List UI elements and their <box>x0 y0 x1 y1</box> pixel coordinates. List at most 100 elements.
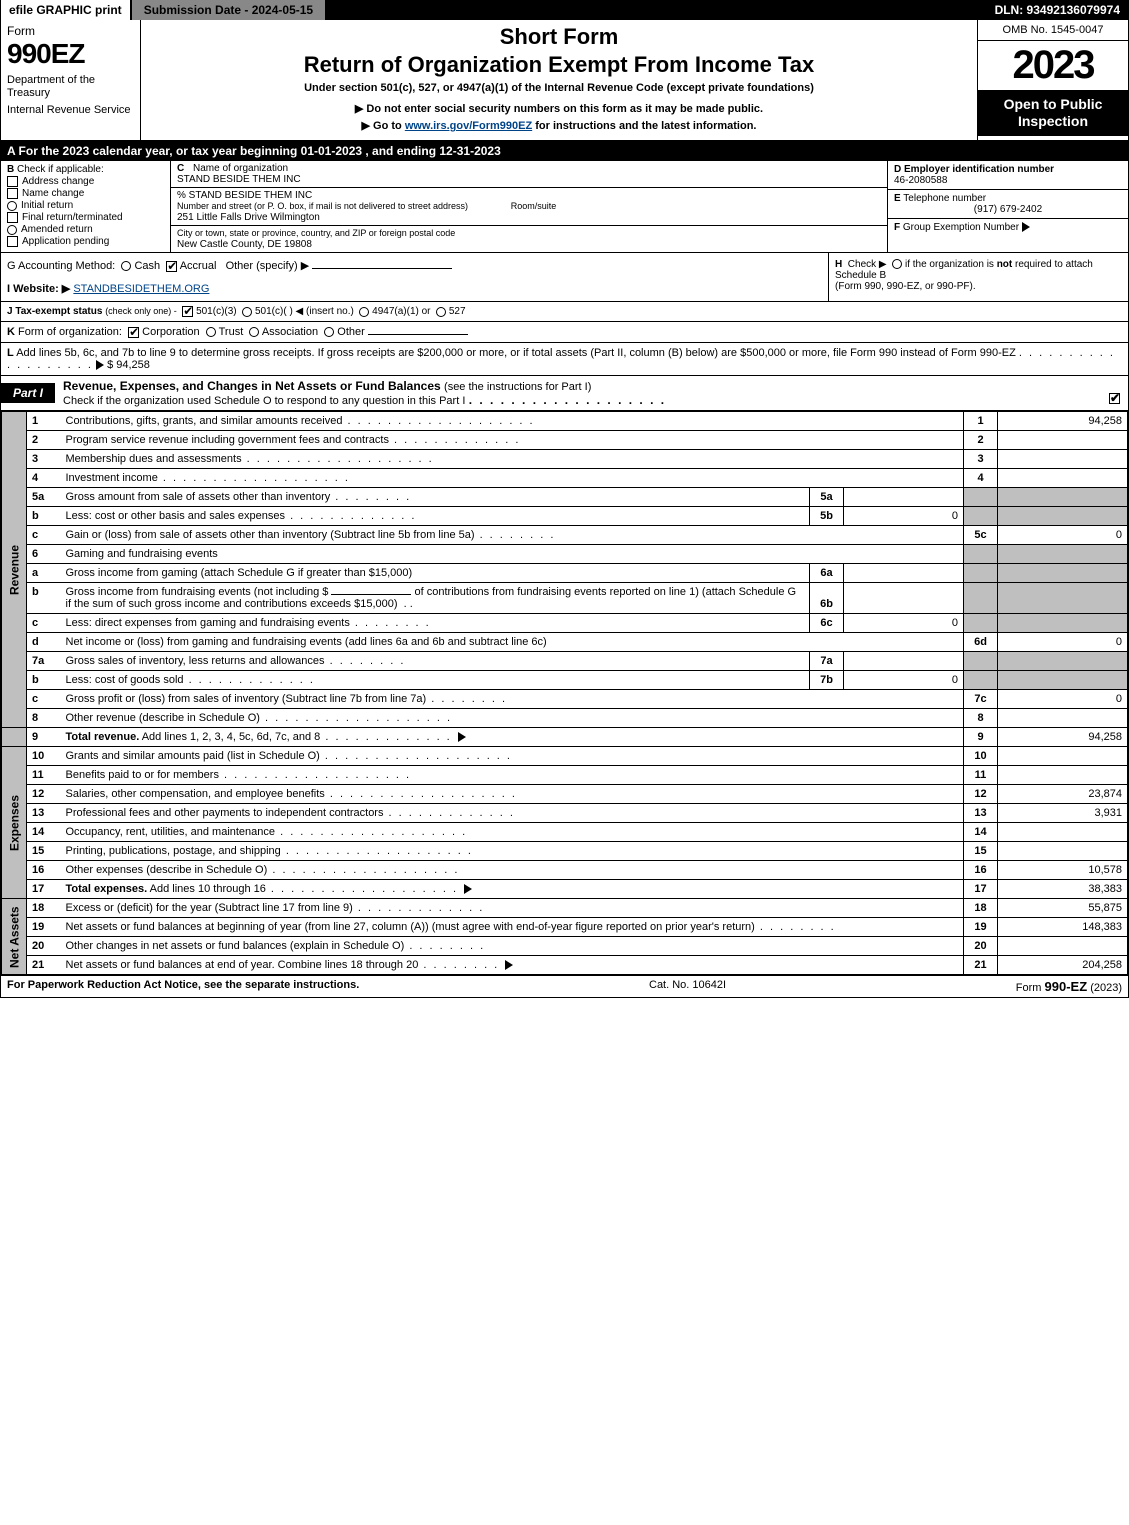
room-label: Room/suite <box>511 201 557 211</box>
part1-table: Revenue 1 Contributions, gifts, grants, … <box>1 411 1128 975</box>
table-row: 16 Other expenses (describe in Schedule … <box>2 861 1128 880</box>
d-text: Employer identification number <box>904 164 1054 175</box>
line-no: 5a <box>27 488 61 507</box>
line-box: 18 <box>964 899 998 918</box>
website-link[interactable]: STANDBESIDETHEM.ORG <box>73 283 209 295</box>
line-desc: Other changes in net assets or fund bala… <box>66 940 486 952</box>
radio-trust[interactable] <box>206 327 216 337</box>
row-h: H Check ▶ if the organization is not req… <box>828 253 1128 301</box>
row-i: I Website: ▶ STANDBESIDETHEM.ORG <box>7 282 822 295</box>
chk-amended[interactable] <box>7 225 17 235</box>
boxes-def: D Employer identification number 46-2080… <box>888 161 1128 252</box>
opt-address: Address change <box>22 176 94 187</box>
radio-527[interactable] <box>436 307 446 317</box>
chk-501c3[interactable] <box>182 306 193 317</box>
table-row: a Gross income from gaming (attach Sched… <box>2 564 1128 583</box>
c-label: C <box>177 163 184 174</box>
line-desc: Net assets or fund balances at end of ye… <box>66 959 500 971</box>
radio-cash[interactable] <box>121 261 131 271</box>
line-desc: Grants and similar amounts paid (list in… <box>66 750 512 762</box>
g-accrual: Accrual <box>180 260 217 272</box>
k-other: Other <box>337 326 365 338</box>
table-row: 15 Printing, publications, postage, and … <box>2 842 1128 861</box>
header-right-block: OMB No. 1545-0047 2023 Open to Public In… <box>978 20 1128 140</box>
table-row: 20 Other changes in net assets or fund b… <box>2 937 1128 956</box>
form-header: Form 990EZ Department of the Treasury In… <box>1 20 1128 141</box>
chk-corp[interactable] <box>128 327 139 338</box>
line-desc: Net income or (loss) from gaming and fun… <box>66 636 547 648</box>
grey-cell <box>964 614 998 633</box>
efile-label[interactable]: efile GRAPHIC print <box>1 0 130 20</box>
j-opt3: 4947(a)(1) or <box>372 306 430 317</box>
section-a-text: A For the 2023 calendar year, or tax yea… <box>7 144 501 158</box>
line-amount <box>998 747 1128 766</box>
chk-schedule-o[interactable] <box>1109 393 1120 404</box>
table-row: 14 Occupancy, rent, utilities, and maint… <box>2 823 1128 842</box>
chk-address-change[interactable] <box>7 176 18 187</box>
f-text: Group Exemption Number <box>903 222 1019 233</box>
grey-cell <box>964 671 998 690</box>
chk-initial[interactable] <box>7 201 17 211</box>
line-desc: Professional fees and other payments to … <box>66 807 515 819</box>
line-box: 12 <box>964 785 998 804</box>
sub-no: 5b <box>810 507 844 526</box>
line-amount <box>998 709 1128 728</box>
line-no: 1 <box>27 412 61 431</box>
line-amount: 0 <box>998 526 1128 545</box>
page-footer: For Paperwork Reduction Act Notice, see … <box>1 975 1128 997</box>
chk-accrual[interactable] <box>166 261 177 272</box>
other-specify-input[interactable] <box>312 268 452 269</box>
line-desc: Investment income <box>66 472 350 484</box>
line-amount: 0 <box>998 633 1128 652</box>
line-box: 17 <box>964 880 998 899</box>
line-no: 4 <box>27 469 61 488</box>
h-label: H <box>835 259 842 270</box>
grey-cell <box>964 652 998 671</box>
sub-val: 0 <box>844 614 964 633</box>
line-no: b <box>27 671 61 690</box>
radio-501c[interactable] <box>242 307 252 317</box>
chk-name-change[interactable] <box>7 188 18 199</box>
line-no: a <box>27 564 61 583</box>
radio-assoc[interactable] <box>249 327 259 337</box>
radio-scheduleb[interactable] <box>892 259 902 269</box>
form-number: 990EZ <box>7 38 134 70</box>
b-sub: Check if applicable: <box>17 164 104 175</box>
line-box: 3 <box>964 450 998 469</box>
sub-no: 7a <box>810 652 844 671</box>
grey-cell <box>964 583 998 614</box>
line-box: 4 <box>964 469 998 488</box>
line-amount <box>998 469 1128 488</box>
grey-cell <box>998 671 1128 690</box>
g-other: Other (specify) ▶ <box>226 260 310 272</box>
line-amount <box>998 450 1128 469</box>
e-text: Telephone number <box>903 193 986 204</box>
row-j: J Tax-exempt status (check only one) - 5… <box>1 302 1128 322</box>
irs-link[interactable]: www.irs.gov/Form990EZ <box>405 120 532 132</box>
chk-final[interactable] <box>7 212 18 223</box>
street-label: Number and street (or P. O. box, if mail… <box>177 201 468 211</box>
sub-val: 0 <box>844 671 964 690</box>
table-row: 13 Professional fees and other payments … <box>2 804 1128 823</box>
arrow-icon <box>458 732 466 742</box>
form-id-block: Form 990EZ Department of the Treasury In… <box>1 20 141 140</box>
other-org-input[interactable] <box>368 334 468 335</box>
side-netassets: Net Assets <box>2 899 27 975</box>
k-assoc: Association <box>262 326 318 338</box>
line-no: 19 <box>27 918 61 937</box>
radio-4947[interactable] <box>359 307 369 317</box>
sub-no: 6a <box>810 564 844 583</box>
contrib-input[interactable] <box>331 594 411 595</box>
line-no: 21 <box>27 956 61 975</box>
side-revenue: Revenue <box>2 412 27 728</box>
grey-cell <box>964 564 998 583</box>
table-row: 2 Program service revenue including gove… <box>2 431 1128 450</box>
line-box: 15 <box>964 842 998 861</box>
table-row: 7a Gross sales of inventory, less return… <box>2 652 1128 671</box>
table-row: 12 Salaries, other compensation, and emp… <box>2 785 1128 804</box>
j-sub: (check only one) - <box>105 306 177 316</box>
line-box: 21 <box>964 956 998 975</box>
line-box: 10 <box>964 747 998 766</box>
radio-other-org[interactable] <box>324 327 334 337</box>
chk-pending[interactable] <box>7 236 18 247</box>
